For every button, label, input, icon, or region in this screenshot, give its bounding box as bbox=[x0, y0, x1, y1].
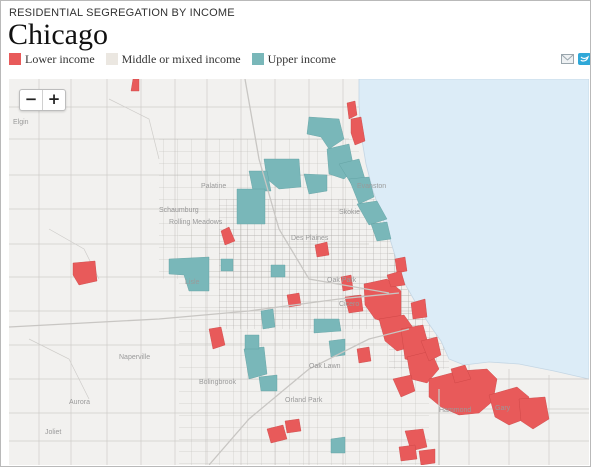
page-title: Chicago bbox=[8, 18, 108, 51]
place-label: Bolingbrook bbox=[199, 379, 236, 386]
zoom-control: − + bbox=[19, 89, 66, 111]
zoom-out-button[interactable]: − bbox=[24, 90, 38, 108]
place-label: Schaumburg bbox=[159, 207, 199, 214]
legend-item-lower-income: Lower income bbox=[9, 52, 95, 67]
legend-label-upper: Upper income bbox=[267, 51, 336, 66]
twitter-share-icon[interactable] bbox=[578, 52, 590, 65]
place-label: Evanston bbox=[357, 183, 387, 190]
lower-income-tracts bbox=[72, 79, 550, 465]
place-label: Cicero bbox=[339, 301, 360, 308]
place-label: Oak Park bbox=[327, 277, 357, 284]
legend-swatch-upper bbox=[251, 53, 264, 65]
map-legend: Lower income Middle or mixed income Uppe… bbox=[9, 52, 347, 66]
place-label: Palatine bbox=[201, 183, 227, 190]
kicker-text: RESIDENTIAL SEGREGATION BY INCOME bbox=[9, 7, 235, 19]
legend-item-upper-income: Upper income bbox=[251, 51, 336, 67]
place-label: Skokie bbox=[339, 209, 361, 216]
place-label: Elgin bbox=[13, 119, 29, 126]
place-label: Oak Lawn bbox=[309, 363, 341, 370]
email-share-icon[interactable] bbox=[561, 52, 574, 64]
legend-swatch-lower bbox=[9, 53, 21, 65]
place-label: Joliet bbox=[45, 429, 62, 436]
legend-label-middle: Middle or mixed income bbox=[121, 51, 241, 66]
zoom-in-button[interactable]: + bbox=[42, 90, 65, 110]
place-label: Naperville bbox=[119, 354, 151, 361]
place-label: Aurora bbox=[69, 399, 91, 406]
upper-income-tracts bbox=[168, 116, 392, 454]
place-label: Hammond bbox=[439, 407, 472, 414]
map-canvas[interactable] bbox=[9, 79, 589, 465]
legend-label-lower: Lower income bbox=[25, 51, 95, 66]
legend-item-middle-income: Middle or mixed income bbox=[105, 51, 241, 67]
legend-swatch-middle bbox=[105, 53, 118, 65]
place-label: Rolling Meadows bbox=[169, 219, 223, 226]
place-label: Des Plaines bbox=[291, 235, 329, 242]
place-label: Orland Park bbox=[285, 397, 323, 404]
highways bbox=[9, 79, 440, 465]
place-label: Gary bbox=[495, 405, 511, 412]
income-map[interactable]: Schaumburg Rolling Meadows Palatine Des … bbox=[9, 79, 589, 465]
place-label: Lisle bbox=[185, 279, 200, 286]
